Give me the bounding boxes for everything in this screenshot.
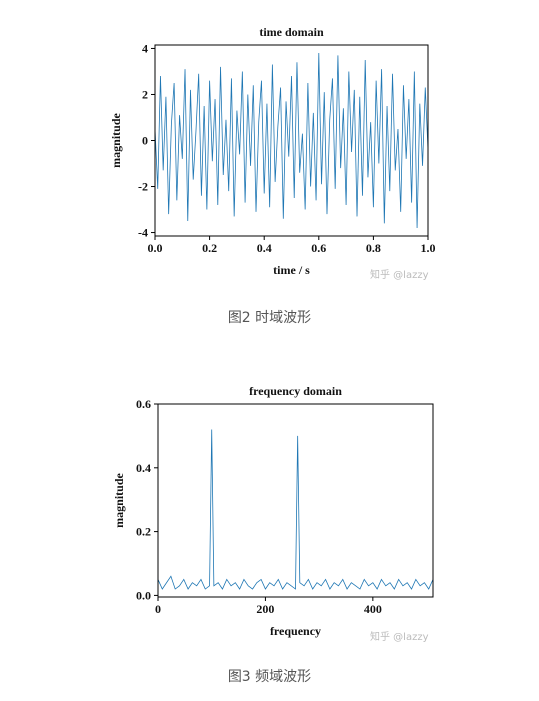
x-tick-label: 0.4 <box>257 241 272 255</box>
y-tick-label: -2 <box>138 180 148 194</box>
y-tick-label: 4 <box>142 41 148 55</box>
x-tick-label: 0.8 <box>366 241 381 255</box>
y-tick-label: 2 <box>142 87 148 101</box>
y-tick-label: -4 <box>138 226 148 240</box>
caption: 图3 频域波形 <box>227 669 312 685</box>
y-tick-label: 0.6 <box>136 397 151 411</box>
y-tick-label: 0 <box>142 134 148 148</box>
line-series <box>154 53 429 228</box>
x-tick-label: 1.0 <box>421 241 436 255</box>
watermark: 知乎 @lazzy <box>370 270 429 281</box>
chart-title: time domain <box>259 25 324 39</box>
x-tick-label: 200 <box>256 602 274 616</box>
x-tick-label: 0.6 <box>311 241 326 255</box>
x-tick-label: 0.2 <box>202 241 217 255</box>
caption: 图2 时域波形 <box>227 310 312 326</box>
x-tick-label: 400 <box>364 602 382 616</box>
y-axis-label: magnitude <box>109 112 123 167</box>
x-axis-label: frequency <box>270 624 321 638</box>
watermark: 知乎 @lazzy <box>370 632 429 643</box>
chart-title: frequency domain <box>249 384 342 398</box>
y-tick-label: 0.2 <box>136 525 151 539</box>
y-tick-label: 0.0 <box>136 588 151 602</box>
y-tick-label: 0.4 <box>136 461 151 475</box>
x-tick-label: 0 <box>155 602 161 616</box>
plot-frame <box>154 44 429 237</box>
line-series <box>157 429 434 590</box>
x-axis-label: time / s <box>273 263 310 277</box>
x-tick-label: 0.0 <box>148 241 163 255</box>
plot-frame <box>157 403 434 598</box>
y-axis-label: magnitude <box>112 472 126 527</box>
